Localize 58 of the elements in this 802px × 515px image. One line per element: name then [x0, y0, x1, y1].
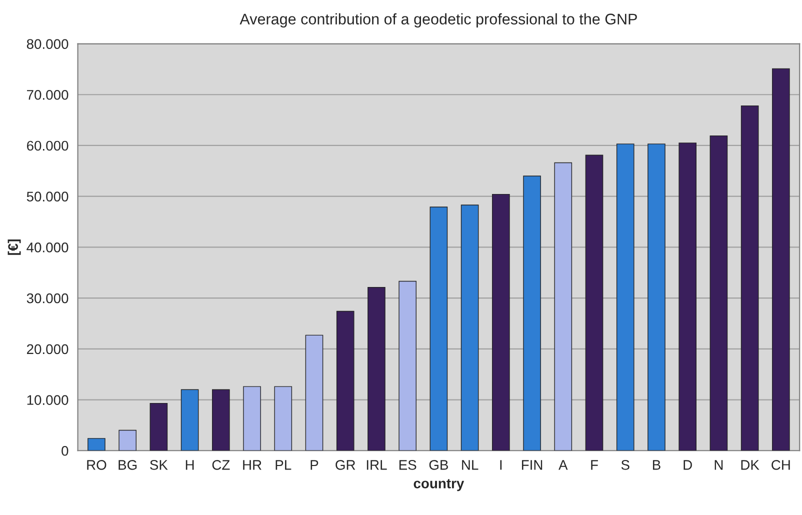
- x-tick-label: P: [310, 460, 318, 470]
- bar: [150, 402, 168, 451]
- bar: [180, 389, 199, 451]
- x-tick-label: GB: [429, 460, 448, 470]
- y-tick-label: 50.000: [26, 192, 68, 202]
- bar: [772, 68, 790, 451]
- x-tick-label: SK: [150, 460, 168, 470]
- x-tick-label: CZ: [212, 460, 230, 470]
- x-tick-label: GR: [336, 460, 356, 470]
- x-tick-label: N: [714, 460, 723, 470]
- bar: [274, 386, 292, 451]
- bar: [492, 194, 510, 451]
- bar: [398, 280, 416, 451]
- bar: [88, 438, 106, 451]
- y-tick-label: 70.000: [27, 90, 68, 100]
- x-tick-label: I: [500, 460, 502, 470]
- x-tick-label: F: [591, 460, 598, 470]
- x-tick-label: BG: [118, 460, 137, 470]
- bar: [554, 162, 572, 451]
- bar: [212, 389, 230, 451]
- bar: [678, 142, 696, 451]
- x-tick-label: NL: [462, 460, 478, 470]
- y-tick-label: 10.000: [27, 395, 68, 405]
- bar: [305, 334, 324, 451]
- x-tick-label: CH: [772, 460, 790, 470]
- bar: [430, 206, 448, 451]
- bar: [523, 176, 541, 451]
- x-axis-title: country: [414, 479, 464, 492]
- x-tick-label: FIN: [522, 460, 542, 470]
- x-tick-label: D: [684, 460, 692, 470]
- bar: [336, 310, 354, 451]
- x-tick-label: RO: [87, 460, 106, 470]
- x-tick-label: ES: [399, 460, 416, 470]
- y-tick-label: 40.000: [26, 242, 68, 252]
- y-tick-label: 60.000: [26, 140, 68, 151]
- y-tick-label: 30.000: [26, 293, 68, 304]
- y-axis-title: [€]: [8, 239, 21, 255]
- y-tick-label: 0: [62, 446, 68, 456]
- bar: [243, 386, 261, 451]
- bar: [118, 430, 136, 451]
- y-tick-label: 80.000: [26, 39, 68, 49]
- bar: [368, 287, 386, 451]
- bar: [616, 144, 634, 451]
- x-tick-label: A: [558, 460, 568, 470]
- x-tick-label: HR: [243, 460, 262, 470]
- bar: [710, 135, 728, 451]
- chart-title: Average contribution of a geodetic professional to the GNP: [240, 13, 637, 28]
- bar: [585, 154, 604, 451]
- x-tick-label: B: [652, 460, 660, 470]
- bar: [460, 204, 479, 451]
- y-tick-label: 20.000: [26, 344, 68, 354]
- bar: [648, 144, 666, 451]
- x-tick-label: PL: [276, 460, 292, 470]
- x-tick-label: IRL: [366, 460, 387, 470]
- x-tick-label: DK: [741, 460, 760, 470]
- x-tick-label: H: [186, 460, 194, 470]
- bar: [740, 105, 759, 451]
- x-tick-label: S: [621, 460, 630, 470]
